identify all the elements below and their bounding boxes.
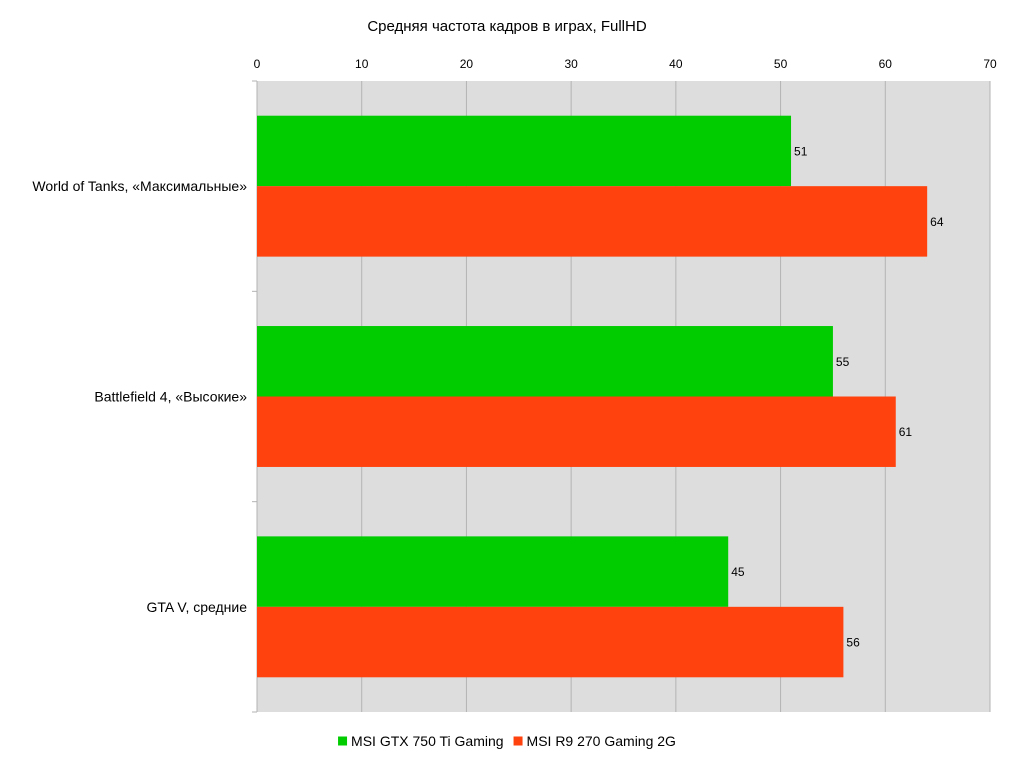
category-label: GTA V, средние	[147, 599, 248, 615]
legend-label: MSI GTX 750 Ti Gaming	[351, 733, 504, 749]
legend-label: MSI R9 270 Gaming 2G	[527, 733, 676, 749]
x-tick-label: 20	[460, 57, 474, 71]
data-label: 56	[846, 636, 860, 650]
category-label: World of Tanks, «Максимальные»	[32, 178, 247, 194]
legend-swatch	[513, 736, 523, 746]
legend-swatch	[338, 736, 348, 746]
category-label: Battlefield 4, «Высокие»	[94, 389, 247, 405]
chart-title: Средняя частота кадров в играх, FullHD	[367, 18, 647, 35]
bar	[257, 396, 896, 467]
x-tick-label: 10	[355, 57, 369, 71]
bar	[257, 606, 844, 678]
data-label: 64	[930, 215, 944, 229]
bar	[257, 326, 833, 397]
data-label: 61	[899, 425, 913, 439]
x-tick-label: 30	[564, 57, 578, 71]
x-tick-label: 60	[879, 57, 893, 71]
x-tick-label: 40	[669, 57, 683, 71]
data-label: 45	[731, 565, 745, 579]
bar	[257, 186, 928, 257]
bar	[257, 536, 729, 607]
x-tick-label: 70	[983, 57, 997, 71]
bar	[257, 115, 792, 187]
data-label: 51	[794, 144, 808, 158]
x-tick-label: 50	[774, 57, 788, 71]
data-label: 55	[836, 355, 850, 369]
x-tick-label: 0	[254, 57, 261, 71]
